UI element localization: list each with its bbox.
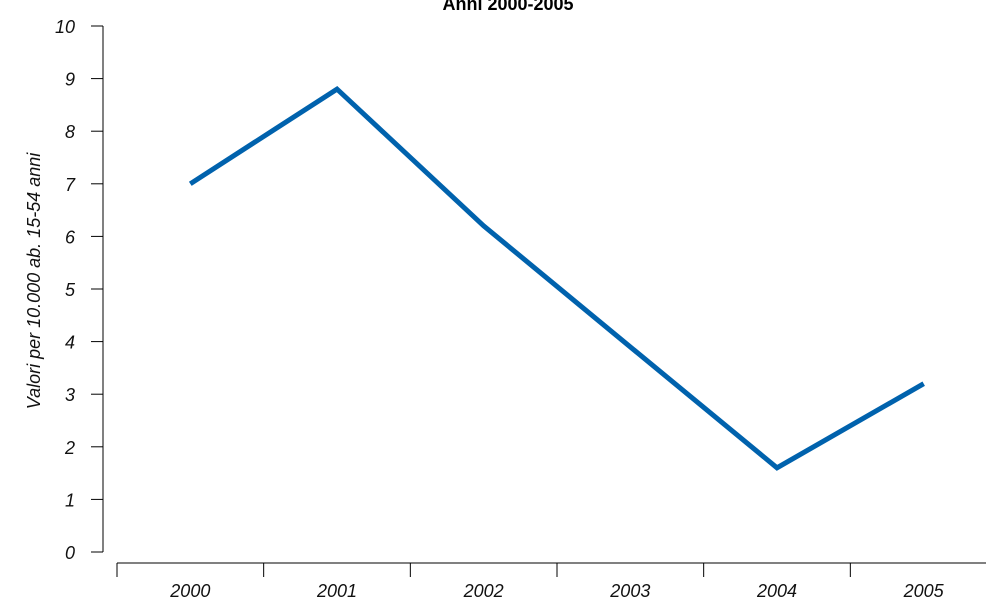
x-tick-label: 2005: [903, 581, 945, 601]
y-tick-label: 3: [65, 385, 75, 405]
chart-title: Anni 2000-2005: [442, 0, 573, 14]
y-tick-label: 8: [65, 122, 75, 142]
y-tick-label: 2: [64, 438, 75, 458]
y-axis: 0 1 2 3 4 5 6 7 8 9 10: [55, 17, 104, 563]
x-tick-label: 2000: [169, 581, 210, 601]
series-line: [188, 85, 925, 471]
y-axis-title: Valori per 10.000 ab. 15-54 anni: [24, 152, 44, 410]
x-tick-label: 2001: [316, 581, 357, 601]
y-tick-label: 9: [65, 70, 75, 90]
x-tick-label: 2004: [756, 581, 797, 601]
x-axis: 2000 2001 2002 2003 2004 2005: [116, 562, 986, 601]
y-tick-label: 0: [65, 543, 75, 563]
x-tick-label: 2002: [463, 581, 504, 601]
x-tick-label: 2003: [609, 581, 650, 601]
y-tick-label: 1: [65, 490, 75, 510]
series-layer: [188, 85, 925, 471]
y-tick-label: 5: [65, 280, 76, 300]
y-tick-label: 7: [65, 175, 76, 195]
y-tick-label: 10: [55, 17, 75, 37]
y-tick-label: 6: [65, 227, 76, 247]
y-tick-label: 4: [65, 333, 75, 353]
